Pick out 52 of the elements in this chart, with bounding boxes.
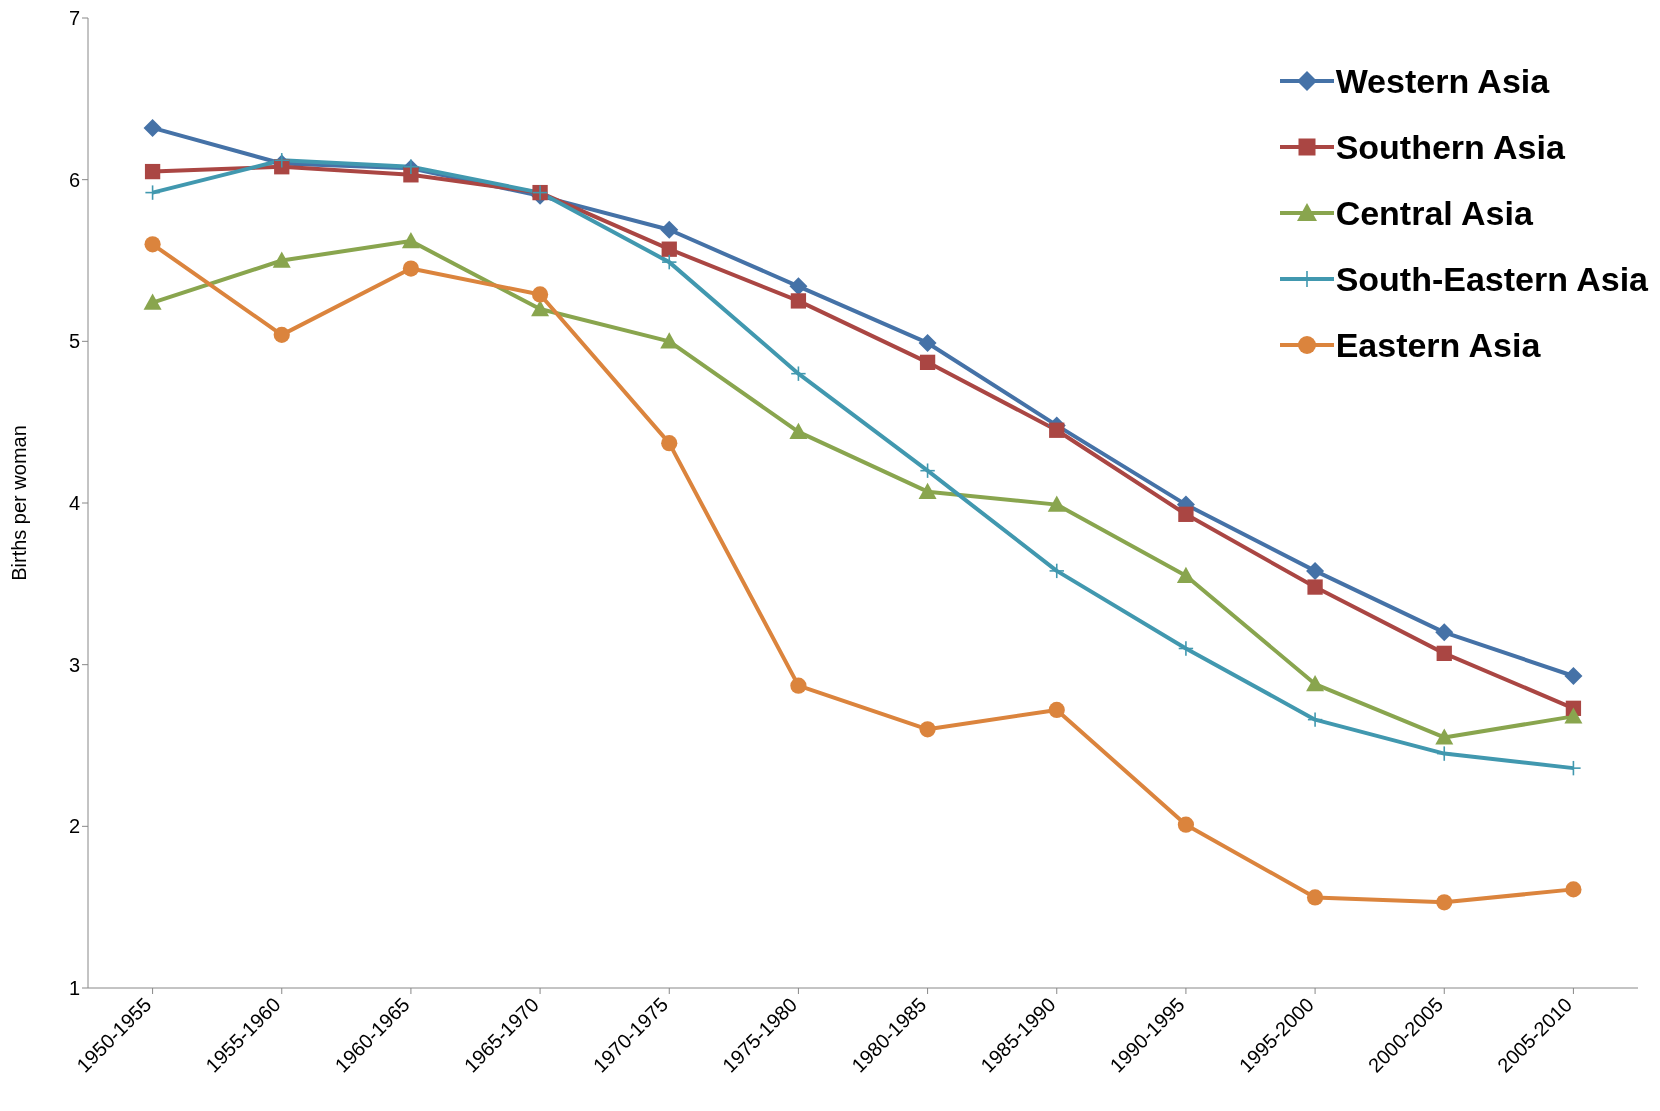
point xyxy=(1048,701,1065,719)
point xyxy=(273,326,290,343)
point xyxy=(660,332,679,349)
point xyxy=(144,163,161,180)
point xyxy=(919,354,936,370)
point xyxy=(789,422,808,440)
point xyxy=(531,286,549,303)
point xyxy=(1049,422,1065,438)
point xyxy=(143,118,162,137)
point xyxy=(1565,881,1582,898)
point xyxy=(1306,675,1325,692)
legend-label: Western Asia xyxy=(1335,61,1550,101)
point xyxy=(1564,707,1583,724)
point xyxy=(1306,561,1325,580)
point xyxy=(272,251,291,268)
legend-label: Central Asia xyxy=(1335,193,1533,233)
point xyxy=(402,260,420,277)
point xyxy=(1047,495,1066,512)
point xyxy=(1176,566,1195,583)
y-tick-label: 2 xyxy=(68,815,80,838)
point xyxy=(1435,623,1454,642)
point xyxy=(1307,579,1323,595)
point xyxy=(660,220,679,239)
legend-label: Southern Asia xyxy=(1335,127,1565,167)
point xyxy=(790,293,807,309)
y-tick-label: 1 xyxy=(68,977,80,1000)
point xyxy=(144,236,161,253)
point xyxy=(143,293,162,310)
point xyxy=(661,435,678,452)
point xyxy=(531,300,550,317)
point xyxy=(661,241,677,257)
point xyxy=(1435,728,1454,745)
legend-label: South-Eastern Asia xyxy=(1335,259,1648,299)
legend-label: Eastern Asia xyxy=(1335,325,1541,365)
y-tick-label: 7 xyxy=(68,7,80,30)
point xyxy=(918,333,937,352)
point xyxy=(790,677,807,694)
point xyxy=(789,277,808,296)
point xyxy=(1177,816,1195,833)
y-tick-label: 3 xyxy=(68,653,80,676)
y-tick-label: 4 xyxy=(68,492,80,515)
point xyxy=(1436,645,1452,661)
point xyxy=(1436,894,1453,911)
point xyxy=(1564,666,1583,685)
point xyxy=(1178,506,1194,522)
y-axis-title: Births per woman xyxy=(8,425,31,581)
y-tick-label: 6 xyxy=(68,168,80,191)
point xyxy=(918,482,937,499)
y-tick-label: 5 xyxy=(68,330,80,353)
point xyxy=(1306,889,1324,906)
point xyxy=(919,721,936,738)
point xyxy=(401,232,420,249)
